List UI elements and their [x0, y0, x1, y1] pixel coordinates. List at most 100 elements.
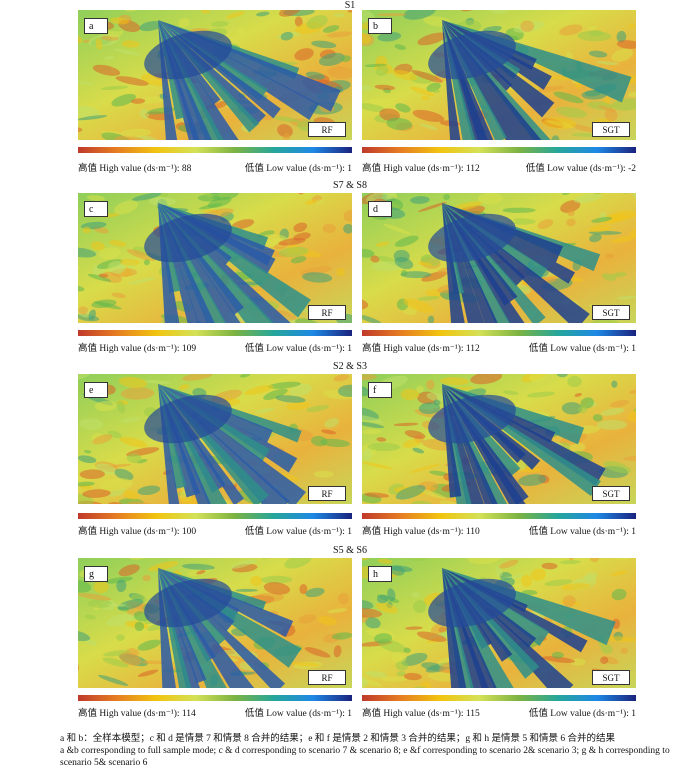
map-texture — [370, 255, 380, 263]
map-texture — [279, 10, 302, 17]
map-texture — [421, 96, 430, 101]
map-texture — [299, 583, 308, 595]
map-texture — [426, 392, 445, 402]
map-texture — [289, 383, 312, 397]
low-value-legend: 低值 Low value (ds·m⁻¹): 1 — [78, 160, 352, 174]
map-texture — [542, 117, 577, 130]
map-texture — [602, 273, 616, 281]
legend-value: 88 — [181, 164, 192, 174]
map-texture — [113, 48, 141, 56]
map-texture — [239, 374, 250, 378]
map-texture — [417, 261, 433, 267]
map-texture — [604, 636, 636, 643]
map-texture — [78, 115, 108, 121]
panel-letter: c — [84, 201, 108, 217]
legend-label: 高值 High value (ds·m⁻¹): — [78, 527, 180, 537]
map-texture — [137, 669, 159, 677]
map-texture — [429, 87, 440, 94]
map-texture — [377, 558, 393, 564]
map-texture — [377, 31, 402, 42]
map-texture — [578, 405, 588, 414]
map-texture — [294, 16, 303, 27]
map-texture — [559, 560, 581, 565]
map-texture — [336, 268, 346, 277]
map-texture — [628, 23, 635, 29]
map-texture — [570, 658, 586, 666]
map-texture — [561, 402, 583, 415]
map-core — [428, 578, 516, 628]
map-texture — [333, 374, 350, 382]
map-texture — [543, 617, 553, 622]
map-texture — [417, 32, 447, 46]
map-texture — [290, 256, 307, 264]
map-texture — [416, 385, 424, 393]
map-texture — [343, 223, 352, 234]
map-texture — [394, 256, 414, 270]
map-texture — [411, 591, 421, 598]
map-texture — [362, 31, 371, 44]
map-texture — [597, 105, 616, 112]
map-texture — [632, 193, 636, 200]
map-texture — [478, 193, 503, 205]
legend-value: 112 — [465, 344, 480, 354]
map-texture — [362, 406, 379, 421]
map-texture — [327, 608, 348, 614]
map-texture — [267, 381, 301, 389]
legend-value: 114 — [181, 709, 196, 719]
map-texture — [526, 391, 556, 398]
map-texture — [616, 30, 627, 43]
high-value-legend: 高值 High value (ds·m⁻¹): 100 — [78, 523, 196, 537]
map-channel — [442, 20, 476, 140]
map-texture — [314, 470, 334, 478]
map-texture — [327, 66, 352, 79]
model-label: RF — [308, 122, 346, 137]
map-texture — [376, 594, 389, 604]
legend-label: 高值 High value (ds·m⁻¹): — [362, 527, 464, 537]
map-texture — [78, 284, 85, 292]
map-texture — [116, 579, 127, 593]
map-texture — [411, 70, 443, 83]
model-label: SGT — [592, 670, 630, 685]
map-texture — [410, 196, 430, 204]
map-texture — [118, 376, 148, 388]
map-texture — [589, 319, 621, 323]
map-texture — [263, 388, 288, 400]
colorbar — [362, 330, 636, 336]
map-texture — [132, 193, 162, 201]
legend-label: 高值 High value (ds·m⁻¹): — [362, 344, 464, 354]
map-texture — [244, 384, 274, 396]
map-texture — [380, 676, 408, 682]
map-texture — [376, 602, 398, 614]
legend-label: 低值 Low value (ds·m⁻¹): — [244, 709, 345, 719]
map-texture — [107, 603, 126, 607]
map-texture — [561, 583, 591, 591]
legend-value: 1 — [347, 344, 352, 354]
map-texture — [231, 219, 255, 230]
map-texture — [250, 575, 262, 587]
map-texture — [560, 200, 581, 213]
map-texture — [235, 588, 258, 592]
map-texture — [402, 439, 421, 448]
map-texture — [207, 196, 232, 208]
map-texture — [204, 193, 217, 198]
legend-value: 112 — [465, 164, 480, 174]
legend-label: 高值 High value (ds·m⁻¹): — [78, 709, 180, 719]
model-label: SGT — [592, 305, 630, 320]
map-texture — [502, 207, 536, 213]
map-texture — [611, 48, 634, 62]
map-texture — [440, 377, 470, 386]
map-texture — [93, 580, 109, 594]
map-texture — [587, 26, 598, 30]
map-texture — [333, 13, 345, 17]
map-texture — [541, 562, 558, 570]
map-texture — [443, 194, 451, 201]
legend-value: 109 — [181, 344, 197, 354]
map-texture — [566, 218, 576, 227]
map-texture — [537, 219, 554, 230]
map-texture — [126, 453, 142, 464]
map-texture — [86, 195, 105, 201]
map-texture — [611, 272, 627, 278]
map-texture — [311, 40, 337, 49]
map-texture — [136, 459, 148, 464]
